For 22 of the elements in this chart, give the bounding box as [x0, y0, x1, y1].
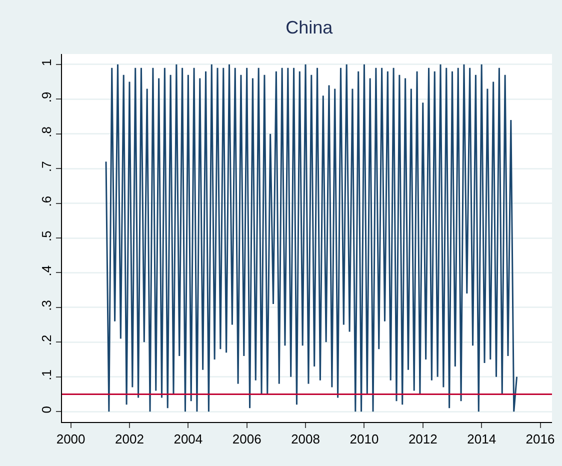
- x-tick-label: 2008: [291, 432, 320, 447]
- x-tick-label: 2002: [115, 432, 144, 447]
- y-tick-label: 0: [38, 406, 54, 414]
- y-tick-label: .5: [38, 230, 54, 242]
- y-tick-label: .7: [38, 161, 54, 172]
- x-tick-label: 2000: [56, 432, 86, 447]
- y-tick-label: .6: [38, 196, 54, 207]
- line-series: [105, 64, 518, 412]
- x-tick-label: 2004: [174, 432, 203, 447]
- x-tick-label: 2006: [232, 432, 262, 447]
- y-tick-label: .2: [38, 334, 54, 346]
- y-tick-label: 1: [38, 58, 54, 66]
- y-tick-label: .3: [38, 300, 54, 311]
- y-tick-label: .1: [38, 370, 54, 380]
- chart-title: China: [286, 18, 334, 38]
- x-tick-label: 2012: [408, 432, 438, 447]
- y-tick-label: .4: [38, 265, 54, 276]
- y-tick-label: .9: [38, 92, 54, 103]
- x-tick-label: 2010: [350, 432, 379, 447]
- y-tick-label: .8: [38, 126, 54, 138]
- x-tick-label: 2016: [526, 432, 555, 447]
- x-tick-label: 2014: [467, 432, 496, 447]
